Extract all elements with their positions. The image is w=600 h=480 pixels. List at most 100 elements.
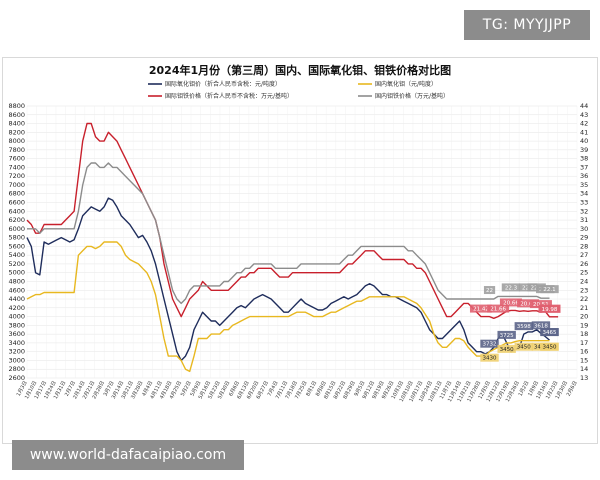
data-label: 3732 bbox=[480, 339, 499, 348]
legend-label: 国际钼铁价格（折合人民币不含税：万元/基吨） bbox=[165, 92, 293, 100]
svg-text:3732: 3732 bbox=[483, 342, 497, 348]
y-right-tick: 26 bbox=[580, 260, 588, 268]
data-label: 19.98 bbox=[538, 304, 561, 313]
data-label: 3598 bbox=[514, 322, 534, 331]
y-left-tick: 5400 bbox=[8, 251, 25, 259]
series-lines bbox=[26, 122, 559, 373]
y-left-tick: 5600 bbox=[8, 242, 25, 250]
y-right-tick: 24 bbox=[580, 277, 588, 285]
y-left-tick: 2600 bbox=[8, 374, 25, 382]
data-label: 20.66 bbox=[499, 298, 522, 307]
y-right-tick: 28 bbox=[580, 242, 588, 250]
data-label: 3725 bbox=[497, 330, 516, 339]
watermark-top: TG: MYYJJPP bbox=[464, 10, 590, 40]
left-axis: 2600280030003200340036003800400042004400… bbox=[8, 102, 25, 382]
y-right-tick: 20 bbox=[580, 313, 588, 321]
y-right-tick: 40 bbox=[580, 137, 588, 145]
svg-text:3450: 3450 bbox=[543, 345, 557, 351]
svg-text:3618: 3618 bbox=[534, 323, 548, 329]
y-right-tick: 43 bbox=[580, 111, 588, 119]
y-left-tick: 3600 bbox=[8, 330, 25, 338]
watermark-bottom: www.world-dafacaipiao.com bbox=[12, 440, 244, 470]
data-labels: 2222.322.322.322.322.121.4221.6620.6620.… bbox=[469, 283, 561, 362]
svg-text:19.98: 19.98 bbox=[542, 307, 558, 313]
y-left-tick: 7000 bbox=[8, 181, 25, 189]
y-left-tick: 6600 bbox=[8, 199, 25, 207]
y-left-tick: 5000 bbox=[8, 269, 25, 277]
y-left-tick: 5200 bbox=[8, 260, 25, 268]
y-right-tick: 19 bbox=[580, 321, 588, 329]
y-left-tick: 3200 bbox=[8, 348, 25, 356]
x-axis: 1月3日1月10日1月17日1月24日1月31日2月7日2月14日2月21日2月… bbox=[16, 380, 579, 403]
legend: 国际氧化钼价（折合人民币含税：元/吨度） 国内氧化钼（元/吨度） 国际钼铁价格（折合… bbox=[148, 80, 449, 100]
y-right-tick: 13 bbox=[580, 374, 588, 382]
y-right-tick: 14 bbox=[580, 365, 588, 373]
data-label: 20.66 bbox=[517, 299, 540, 308]
svg-text:21.66: 21.66 bbox=[490, 307, 506, 313]
y-left-tick: 8800 bbox=[8, 102, 25, 110]
y-right-tick: 27 bbox=[580, 251, 588, 259]
y-right-tick: 32 bbox=[580, 207, 588, 215]
y-left-tick: 6200 bbox=[8, 216, 25, 224]
data-label: 22.1 bbox=[540, 285, 559, 294]
y-left-tick: 4200 bbox=[8, 304, 25, 312]
series-line bbox=[27, 162, 550, 305]
y-right-tick: 41 bbox=[580, 128, 588, 136]
y-left-tick: 8400 bbox=[8, 120, 25, 128]
svg-text:20.66: 20.66 bbox=[503, 300, 519, 306]
y-left-tick: 7600 bbox=[8, 155, 25, 163]
legend-label: 国际氧化钼价（折合人民币含税：元/吨度） bbox=[165, 80, 281, 88]
svg-text:3598: 3598 bbox=[517, 324, 531, 330]
y-right-tick: 21 bbox=[580, 304, 588, 312]
series-line bbox=[26, 197, 550, 362]
y-left-tick: 8200 bbox=[8, 128, 25, 136]
y-left-tick: 4600 bbox=[8, 286, 25, 294]
svg-text:21.42: 21.42 bbox=[473, 307, 489, 313]
svg-text:22.1: 22.1 bbox=[543, 287, 555, 293]
svg-text:22.3: 22.3 bbox=[505, 285, 518, 291]
chart-title: 2024年1月份（第三周）国内、国际氧化钼、钼铁价格对比图 bbox=[149, 63, 451, 77]
legend-label: 国内氧化钼（元/吨度） bbox=[375, 80, 437, 88]
y-left-tick: 6400 bbox=[8, 207, 25, 215]
y-right-tick: 22 bbox=[580, 295, 588, 303]
svg-text:22: 22 bbox=[486, 288, 493, 294]
y-left-tick: 3800 bbox=[8, 321, 25, 329]
data-label: 3450 bbox=[540, 342, 559, 351]
y-right-tick: 17 bbox=[580, 339, 588, 347]
y-right-tick: 31 bbox=[580, 216, 588, 224]
y-left-tick: 4400 bbox=[8, 295, 25, 303]
svg-text:3450: 3450 bbox=[517, 345, 531, 351]
y-right-tick: 29 bbox=[580, 234, 588, 242]
svg-text:3430: 3430 bbox=[483, 356, 497, 362]
price-chart: 2024年1月份（第三周）国内、国际氧化钼、钼铁价格对比图 国际氧化钼价（折合人… bbox=[8, 63, 588, 403]
svg-text:20.66: 20.66 bbox=[520, 301, 536, 307]
right-axis: 1314151617181920212223242526272829303132… bbox=[580, 102, 588, 382]
data-label: 3450 bbox=[514, 342, 534, 351]
data-label: 21.42 bbox=[469, 304, 492, 313]
y-right-tick: 33 bbox=[580, 199, 588, 207]
y-left-tick: 2800 bbox=[8, 365, 25, 373]
y-left-tick: 4800 bbox=[8, 277, 25, 285]
y-right-tick: 25 bbox=[580, 269, 588, 277]
y-right-tick: 39 bbox=[580, 146, 588, 154]
data-label: 22 bbox=[483, 286, 496, 295]
y-right-tick: 44 bbox=[580, 102, 588, 110]
y-right-tick: 18 bbox=[580, 330, 588, 338]
y-left-tick: 7200 bbox=[8, 172, 25, 180]
data-label: 22.3 bbox=[501, 283, 521, 292]
y-right-tick: 35 bbox=[580, 181, 588, 189]
data-label: 3618 bbox=[531, 321, 551, 330]
y-left-tick: 4000 bbox=[8, 313, 25, 321]
y-left-tick: 5800 bbox=[8, 234, 25, 242]
legend-label: 国内钼铁价格（万元/基吨） bbox=[375, 92, 449, 100]
svg-text:3465: 3465 bbox=[543, 330, 557, 336]
y-right-tick: 38 bbox=[580, 155, 588, 163]
data-label: 3430 bbox=[480, 353, 499, 362]
y-left-tick: 8000 bbox=[8, 137, 25, 145]
chart-frame: 2024年1月份（第三周）国内、国际氧化钼、钼铁价格对比图 国际氧化钼价（折合人… bbox=[2, 57, 598, 444]
y-right-tick: 36 bbox=[580, 172, 588, 180]
series-line bbox=[26, 122, 559, 319]
y-left-tick: 6800 bbox=[8, 190, 25, 198]
y-left-tick: 3000 bbox=[8, 356, 25, 364]
y-left-tick: 3400 bbox=[8, 339, 25, 347]
